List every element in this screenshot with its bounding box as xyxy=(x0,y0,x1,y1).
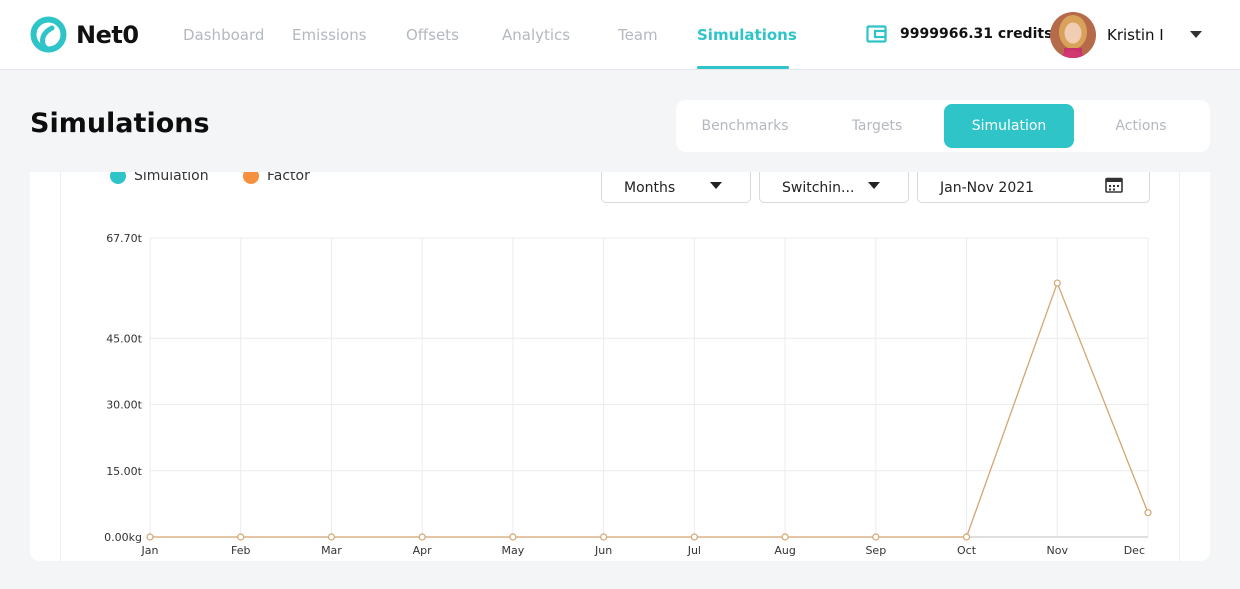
tab-actions[interactable]: Actions xyxy=(1115,118,1167,134)
nav-analytics[interactable]: Analytics xyxy=(502,26,571,44)
scenario-select-value: Switchin... xyxy=(782,180,855,196)
legend-factor-label: Factor xyxy=(267,172,310,184)
wallet-icon xyxy=(866,25,887,43)
data-point-feb xyxy=(237,533,245,541)
nav-dashboard[interactable]: Dashboard xyxy=(183,26,265,44)
data-point-dec xyxy=(1144,509,1152,517)
period-select[interactable]: Months xyxy=(601,172,751,203)
x-tick-label: Aug xyxy=(774,544,795,557)
y-tick-label: 30.00t xyxy=(106,399,142,412)
data-point-nov xyxy=(1053,279,1061,287)
y-tick-label: 15.00t xyxy=(106,465,142,478)
calendar-icon xyxy=(1105,177,1123,193)
logo-icon xyxy=(30,16,67,53)
series-line-factor xyxy=(150,281,1149,538)
legend-simulation[interactable]: Simulation xyxy=(110,172,209,184)
date-range-picker[interactable]: Jan-Nov 2021 xyxy=(917,172,1150,203)
card-inner-frame xyxy=(60,172,1180,561)
x-tick-label: Jun xyxy=(594,544,612,557)
data-point-sep xyxy=(872,533,880,541)
x-tick-label: Dec xyxy=(1124,544,1145,557)
brand-logo[interactable]: Net0 xyxy=(30,16,139,53)
legend-factor[interactable]: Factor xyxy=(243,172,310,184)
data-point-may xyxy=(509,533,517,541)
x-tick-label: Sep xyxy=(865,544,886,557)
data-point-aug xyxy=(781,533,789,541)
tab-targets[interactable]: Targets xyxy=(851,118,903,134)
user-avatar[interactable] xyxy=(1050,12,1096,58)
x-tick-label: Feb xyxy=(231,544,250,557)
scenario-chevron-down-icon xyxy=(868,182,880,189)
legend-factor-swatch xyxy=(243,172,259,184)
user-menu-chevron-down-icon[interactable] xyxy=(1190,31,1202,38)
data-point-jun xyxy=(600,533,608,541)
legend-simulation-swatch xyxy=(110,172,126,184)
date-range-value: Jan-Nov 2021 xyxy=(940,180,1035,196)
avatar-photo xyxy=(1050,12,1096,58)
y-tick-label: 45.00t xyxy=(106,332,142,345)
scenario-select[interactable]: Switchin... xyxy=(759,172,909,203)
x-tick-label: Oct xyxy=(957,544,977,557)
tab-simulation[interactable]: Simulation xyxy=(944,104,1074,148)
period-chevron-down-icon xyxy=(710,182,722,189)
emissions-line-chart: 0.00kg 15.00t 30.00t 45.00t 67.70t Jan Feb Mar A… xyxy=(104,232,1152,557)
credits-text: 9999966.31 credits xyxy=(900,26,1053,42)
top-navigation-bar: Net0 Dashboard Emissions Offsets Analyti… xyxy=(0,0,1240,70)
nav-offsets[interactable]: Offsets xyxy=(406,26,459,44)
section-tabs: Benchmarks Targets Simulation Actions xyxy=(676,100,1210,152)
data-point-jan xyxy=(146,533,154,541)
legend-simulation-label: Simulation xyxy=(134,172,209,184)
data-point-apr xyxy=(418,533,426,541)
data-point-mar xyxy=(327,533,336,541)
x-tick-label: May xyxy=(502,544,525,557)
credits-balance[interactable]: 9999966.31 credits xyxy=(866,24,1052,44)
y-tick-label: 0.00kg xyxy=(104,531,142,544)
user-name: Kristin I xyxy=(1107,26,1164,44)
active-nav-indicator xyxy=(697,66,789,69)
nav-simulations[interactable]: Simulations xyxy=(697,26,797,44)
x-tick-label: Jan xyxy=(141,544,159,557)
period-select-value: Months xyxy=(624,180,676,196)
simulation-chart-card: 0.00kg 15.00t 30.00t 45.00t 67.70t Jan Feb Mar A… xyxy=(30,172,1210,561)
nav-team[interactable]: Team xyxy=(618,26,658,44)
nav-emissions[interactable]: Emissions xyxy=(292,26,367,44)
x-tick-label: Apr xyxy=(413,544,433,557)
brand-name: Net0 xyxy=(76,20,139,49)
y-tick-label: 67.70t xyxy=(106,232,142,245)
x-tick-label: Mar xyxy=(321,544,342,557)
data-point-jul xyxy=(690,533,698,541)
tab-benchmarks[interactable]: Benchmarks xyxy=(701,118,789,134)
x-tick-label: Jul xyxy=(687,544,701,557)
page-title: Simulations xyxy=(30,108,210,139)
data-point-oct xyxy=(962,533,971,541)
x-tick-label: Nov xyxy=(1047,544,1069,557)
